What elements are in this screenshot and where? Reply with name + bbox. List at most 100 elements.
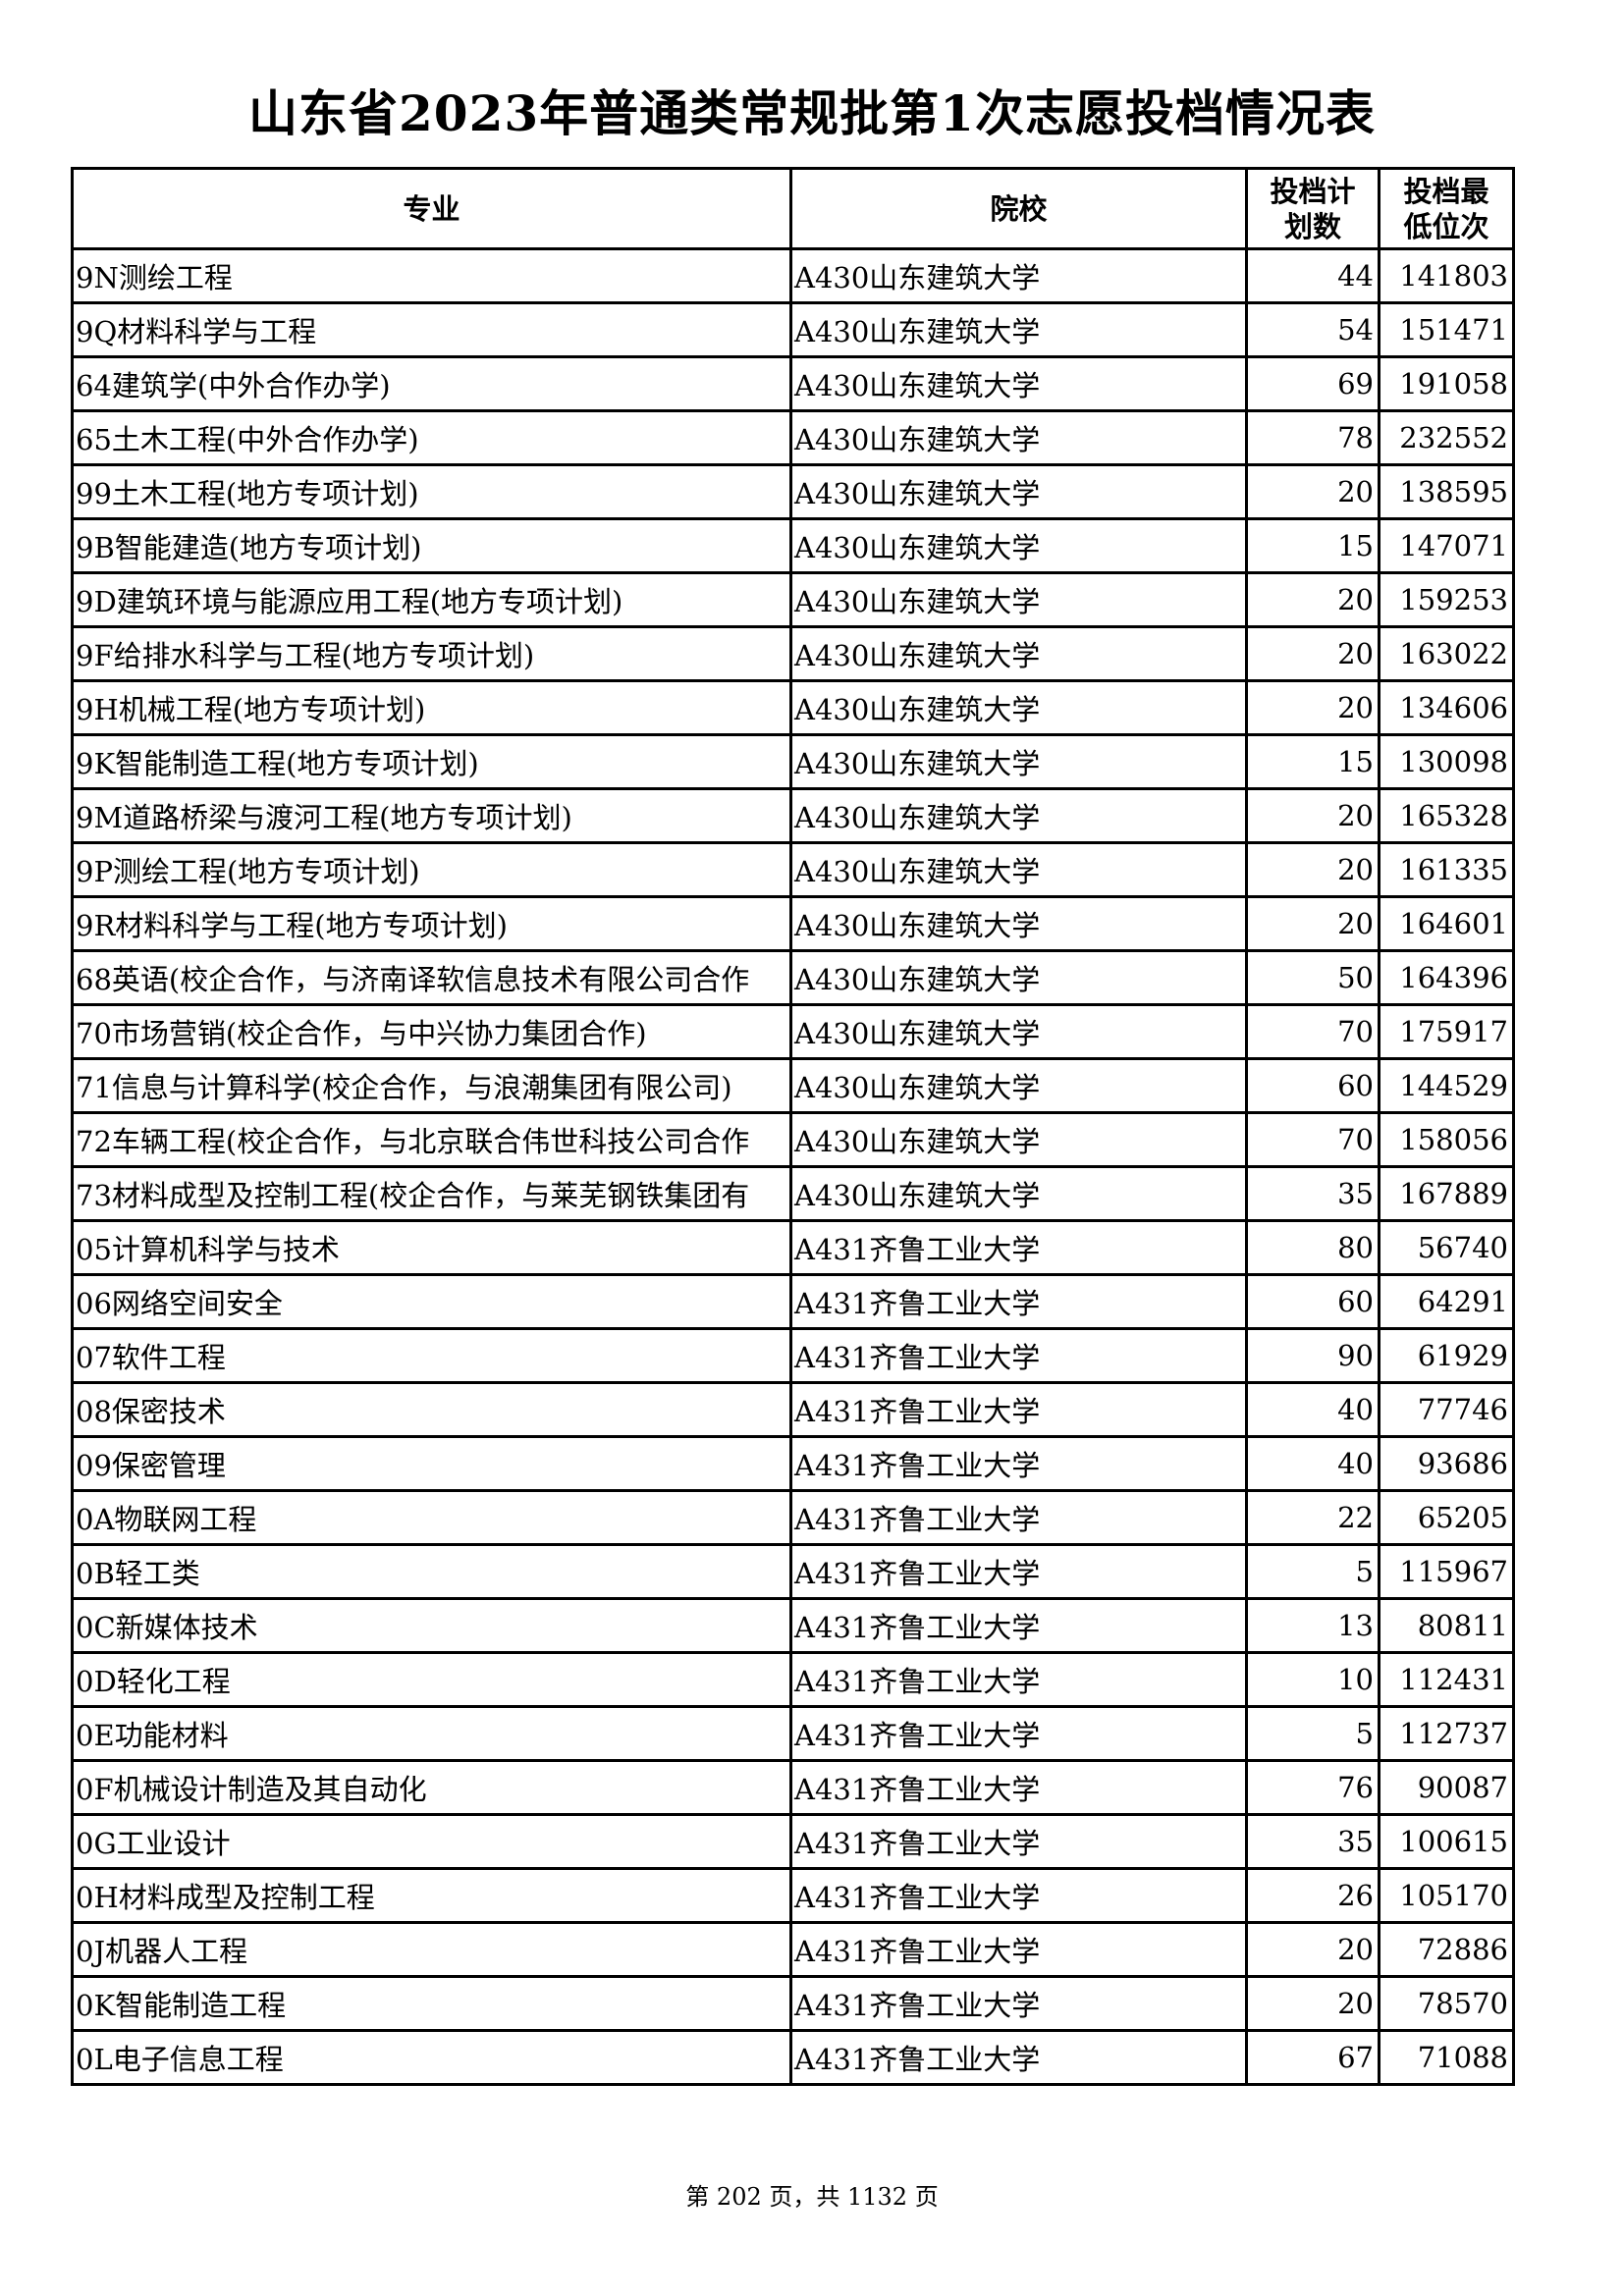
major-cell: 9K智能制造工程(地方专项计划) (71, 733, 792, 790)
page-footer: 第 202 页，共 1132 页 (685, 2183, 939, 2211)
major-cell: 9H机械工程(地方专项计划) (71, 679, 792, 736)
min-rank-cell: 175917 (1378, 1003, 1515, 1060)
min-rank-cell: 65205 (1378, 1489, 1515, 1546)
major-cell: 9M道路桥梁与渡河工程(地方专项计划) (71, 787, 792, 844)
major-cell: 0C新媒体技术 (71, 1597, 792, 1654)
plan-cell: 20 (1245, 841, 1380, 898)
plan-cell: 15 (1245, 517, 1380, 574)
min-rank-cell: 164601 (1378, 895, 1515, 952)
school-cell: A430山东建筑大学 (789, 1057, 1248, 1114)
major-cell: 70市场营销(校企合作，与中兴协力集团合作) (71, 1003, 792, 1060)
min-rank-cell: 158056 (1378, 1111, 1515, 1168)
major-cell: 0G工业设计 (71, 1813, 792, 1870)
school-cell: A431齐鲁工业大学 (789, 1597, 1248, 1654)
table-row: 9H机械工程(地方专项计划) A430山东建筑大学 20 134606 (71, 679, 1515, 736)
plan-cell: 60 (1245, 1057, 1380, 1114)
min-rank-cell: 159253 (1378, 571, 1515, 628)
major-cell: 71信息与计算科学(校企合作，与浪潮集团有限公司) (71, 1057, 792, 1114)
table-row: 0B轻工类 A431齐鲁工业大学 5 115967 (71, 1543, 1515, 1600)
plan-cell: 10 (1245, 1651, 1380, 1708)
min-rank-cell: 165328 (1378, 787, 1515, 844)
plan-cell: 20 (1245, 625, 1380, 682)
min-rank-cell: 112431 (1378, 1651, 1515, 1708)
school-cell: A430山东建筑大学 (789, 1165, 1248, 1222)
plan-cell: 80 (1245, 1219, 1380, 1276)
header-school: 院校 (789, 167, 1248, 250)
school-cell: A430山东建筑大学 (789, 301, 1248, 358)
header-plan-text: 投档计 划数 (1270, 174, 1356, 243)
school-cell: A430山东建筑大学 (789, 895, 1248, 952)
plan-cell: 20 (1245, 787, 1380, 844)
min-rank-cell: 77746 (1378, 1381, 1515, 1438)
table-row: 0F机械设计制造及其自动化 A431齐鲁工业大学 76 90087 (71, 1759, 1515, 1816)
major-cell: 05计算机科学与技术 (71, 1219, 792, 1276)
min-rank-cell: 61929 (1378, 1327, 1515, 1384)
table-row: 9R材料科学与工程(地方专项计划) A430山东建筑大学 20 164601 (71, 895, 1515, 952)
major-cell: 0D轻化工程 (71, 1651, 792, 1708)
table-row: 0J机器人工程 A431齐鲁工业大学 20 72886 (71, 1921, 1515, 1978)
major-cell: 9B智能建造(地方专项计划) (71, 517, 792, 574)
school-cell: A430山东建筑大学 (789, 733, 1248, 790)
table-row: 9F给排水科学与工程(地方专项计划) A430山东建筑大学 20 163022 (71, 625, 1515, 682)
table-row: 9N测绘工程 A430山东建筑大学 44 141803 (71, 247, 1515, 304)
table-row: 65土木工程(中外合作办学) A430山东建筑大学 78 232552 (71, 409, 1515, 466)
table-row: 99土木工程(地方专项计划) A430山东建筑大学 20 138595 (71, 463, 1515, 520)
major-cell: 0J机器人工程 (71, 1921, 792, 1978)
major-cell: 0E功能材料 (71, 1705, 792, 1762)
table-row: 9B智能建造(地方专项计划) A430山东建筑大学 15 147071 (71, 517, 1515, 574)
table-row: 09保密管理 A431齐鲁工业大学 40 93686 (71, 1435, 1515, 1492)
major-cell: 9R材料科学与工程(地方专项计划) (71, 895, 792, 952)
table-row: 0D轻化工程 A431齐鲁工业大学 10 112431 (71, 1651, 1515, 1708)
table-row: 08保密技术 A431齐鲁工业大学 40 77746 (71, 1381, 1515, 1438)
table-row: 9P测绘工程(地方专项计划) A430山东建筑大学 20 161335 (71, 841, 1515, 898)
plan-cell: 35 (1245, 1813, 1380, 1870)
school-cell: A431齐鲁工业大学 (789, 1543, 1248, 1600)
header-plan: 投档计 划数 (1245, 167, 1380, 250)
major-cell: 9D建筑环境与能源应用工程(地方专项计划) (71, 571, 792, 628)
table-row: 0G工业设计 A431齐鲁工业大学 35 100615 (71, 1813, 1515, 1870)
school-cell: A431齐鲁工业大学 (789, 1975, 1248, 2032)
plan-cell: 69 (1245, 355, 1380, 412)
major-cell: 08保密技术 (71, 1381, 792, 1438)
min-rank-cell: 56740 (1378, 1219, 1515, 1276)
min-rank-cell: 164396 (1378, 949, 1515, 1006)
table-row: 64建筑学(中外合作办学) A430山东建筑大学 69 191058 (71, 355, 1515, 412)
school-cell: A431齐鲁工业大学 (789, 1705, 1248, 1762)
school-cell: A430山东建筑大学 (789, 463, 1248, 520)
min-rank-cell: 64291 (1378, 1273, 1515, 1330)
page-title: 山东省2023年普通类常规批第1次志愿投档情况表 (248, 84, 1376, 142)
school-cell: A430山东建筑大学 (789, 571, 1248, 628)
school-cell: A430山东建筑大学 (789, 1111, 1248, 1168)
plan-cell: 60 (1245, 1273, 1380, 1330)
table-row: 9D建筑环境与能源应用工程(地方专项计划) A430山东建筑大学 20 159253 (71, 571, 1515, 628)
plan-cell: 22 (1245, 1489, 1380, 1546)
min-rank-cell: 71088 (1378, 2029, 1515, 2086)
plan-cell: 35 (1245, 1165, 1380, 1222)
plan-cell: 5 (1245, 1705, 1380, 1762)
major-cell: 9N测绘工程 (71, 247, 792, 304)
major-cell: 72车辆工程(校企合作，与北京联合伟世科技公司合作 (71, 1111, 792, 1168)
school-cell: A430山东建筑大学 (789, 1003, 1248, 1060)
school-cell: A430山东建筑大学 (789, 787, 1248, 844)
plan-cell: 20 (1245, 679, 1380, 736)
table-row: 70市场营销(校企合作，与中兴协力集团合作) A430山东建筑大学 70 175917 (71, 1003, 1515, 1060)
plan-cell: 70 (1245, 1111, 1380, 1168)
table-row: 05计算机科学与技术 A431齐鲁工业大学 80 56740 (71, 1219, 1515, 1276)
major-cell: 09保密管理 (71, 1435, 792, 1492)
school-cell: A430山东建筑大学 (789, 517, 1248, 574)
school-cell: A431齐鲁工业大学 (789, 1867, 1248, 1924)
plan-cell: 40 (1245, 1435, 1380, 1492)
table-row: 71信息与计算科学(校企合作，与浪潮集团有限公司) A430山东建筑大学 60 144… (71, 1057, 1515, 1114)
table-row: 68英语(校企合作，与济南译软信息技术有限公司合作 A430山东建筑大学 50 164… (71, 949, 1515, 1006)
major-cell: 68英语(校企合作，与济南译软信息技术有限公司合作 (71, 949, 792, 1006)
min-rank-cell: 161335 (1378, 841, 1515, 898)
school-cell: A430山东建筑大学 (789, 679, 1248, 736)
min-rank-cell: 141803 (1378, 247, 1515, 304)
plan-cell: 44 (1245, 247, 1380, 304)
min-rank-cell: 151471 (1378, 301, 1515, 358)
table-row: 0A物联网工程 A431齐鲁工业大学 22 65205 (71, 1489, 1515, 1546)
school-cell: A431齐鲁工业大学 (789, 1489, 1248, 1546)
plan-cell: 54 (1245, 301, 1380, 358)
min-rank-cell: 134606 (1378, 679, 1515, 736)
table-row: 0C新媒体技术 A431齐鲁工业大学 13 80811 (71, 1597, 1515, 1654)
